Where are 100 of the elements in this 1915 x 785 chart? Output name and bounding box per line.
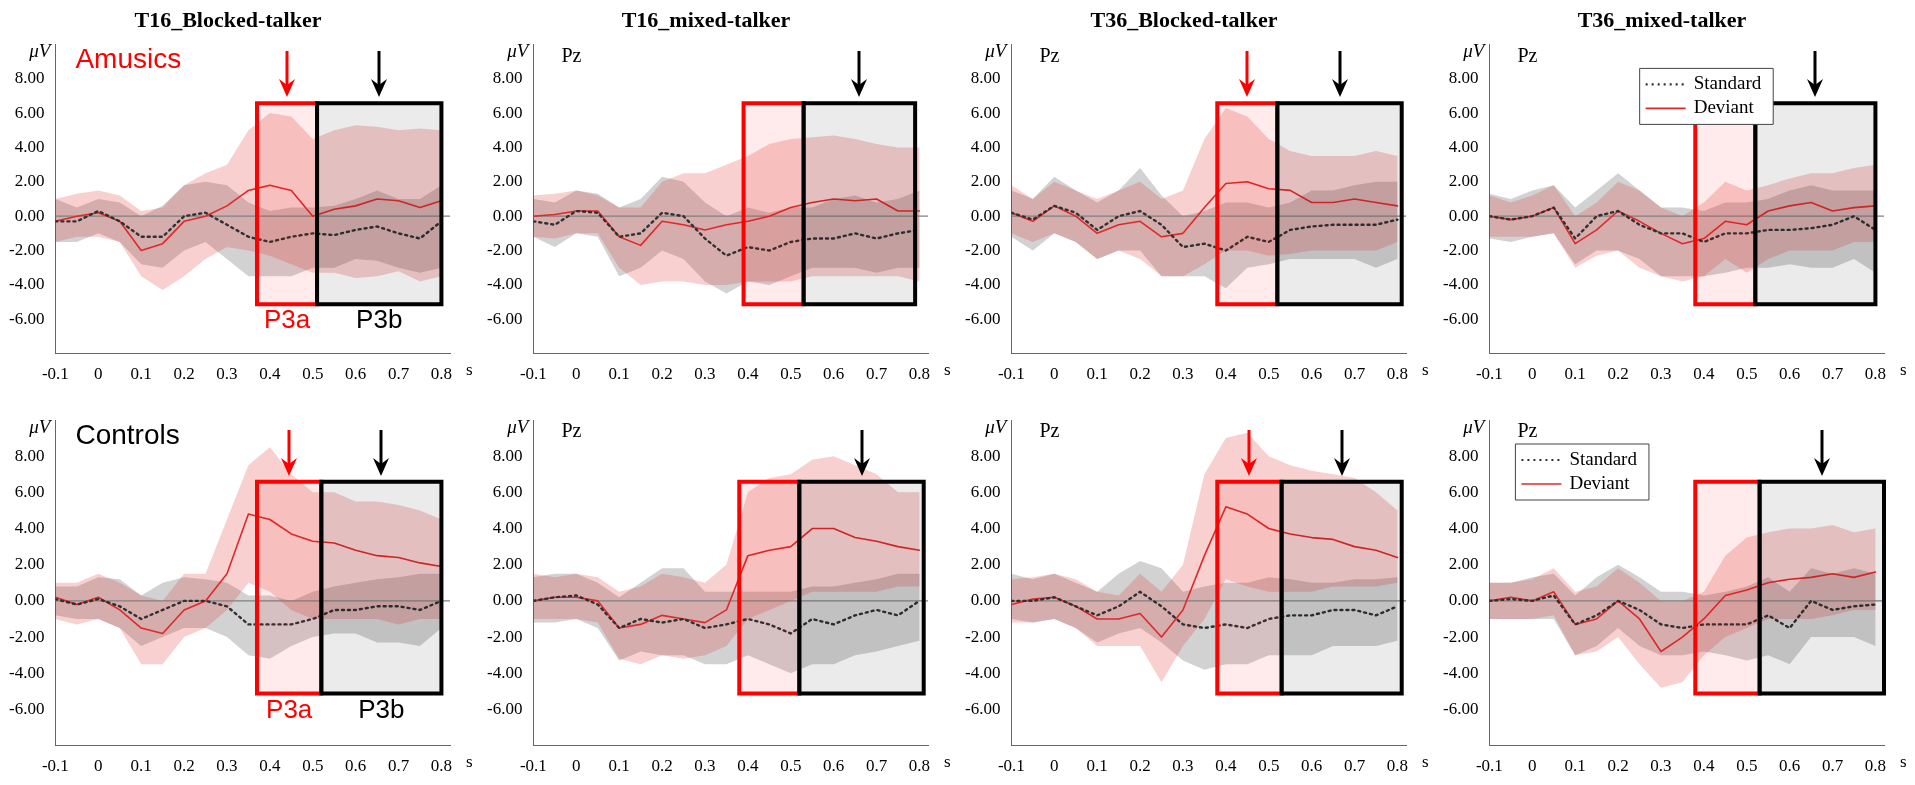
x-tick-label: 0.7 <box>387 756 410 776</box>
x-tick-label: 0.8 <box>1386 756 1409 776</box>
x-tick-label: -0.1 <box>997 364 1025 384</box>
y-tick-label: -2.00 <box>964 626 1001 646</box>
y-tick-label: 0.00 <box>1448 590 1479 610</box>
x-tick-label: 0.8 <box>430 364 453 384</box>
y-tick-label: -2.00 <box>1442 626 1479 646</box>
line-series <box>1011 204 1399 252</box>
y-tick-label: 2.00 <box>492 171 523 191</box>
y-tick-label: 6.00 <box>970 481 1001 501</box>
x-axis-title: s <box>466 751 473 771</box>
x-tick-label: 0.4 <box>259 756 281 776</box>
y-tick-label: -2.00 <box>8 240 45 259</box>
x-tick-label: 0.2 <box>173 364 195 384</box>
x-tick-label: 0.3 <box>1172 364 1194 384</box>
x-tick-label: 0.2 <box>651 756 673 776</box>
x-tick-label: 0.3 <box>694 364 716 384</box>
x-tick-label: 0.7 <box>1343 364 1366 384</box>
x-tick-label: 0 <box>1050 756 1059 776</box>
x-tick-label: 0.4 <box>1215 364 1237 384</box>
annotation: Pz <box>561 43 582 66</box>
y-tick-label: 4.00 <box>492 136 523 156</box>
y-tick-label: -4.00 <box>964 662 1001 682</box>
x-tick-label: 0.2 <box>1129 364 1151 384</box>
line-series <box>1489 594 1877 630</box>
y-tick-label: -4.00 <box>1442 662 1479 682</box>
y-tick-label: 8.00 <box>14 68 45 88</box>
band-label: P3b <box>358 693 405 724</box>
y-tick-label: -4.00 <box>486 662 523 682</box>
x-axis-title: s <box>944 751 951 771</box>
x-tick-label: 0.1 <box>130 756 152 776</box>
y-tick-label: -4.00 <box>964 274 1001 294</box>
x-tick-label: 0.6 <box>823 364 845 384</box>
x-tick-label: 0.3 <box>216 756 238 776</box>
chart-title: T16_mixed-talker <box>621 6 791 32</box>
x-tick-label: 0.7 <box>387 364 410 384</box>
y-tick-label: 8.00 <box>492 68 523 88</box>
y-axis-title: μV <box>1462 415 1487 437</box>
x-tick-label: 0.5 <box>780 756 802 776</box>
x-tick-label: 0.5 <box>780 364 802 384</box>
x-tick-label: 0.8 <box>430 756 453 776</box>
x-tick-label: 0.4 <box>1215 756 1237 776</box>
x-tick-label: 0.1 <box>130 364 152 384</box>
x-tick-label: 0.5 <box>1258 756 1280 776</box>
x-tick-label: 0.1 <box>1564 756 1586 776</box>
x-tick-label: 0.7 <box>865 756 888 776</box>
annotation: Pz <box>1039 419 1060 442</box>
y-tick-label: 4.00 <box>970 518 1001 537</box>
x-tick-label: 0.5 <box>1258 364 1280 384</box>
x-tick-label: 0.6 <box>1779 364 1801 384</box>
x-tick-label: 0.4 <box>1693 364 1715 384</box>
y-axis-title: μV <box>984 39 1009 61</box>
x-tick-label: 0.6 <box>345 756 367 776</box>
x-tick-label: 0 <box>572 364 581 384</box>
x-tick-label: -0.1 <box>1475 364 1503 384</box>
y-tick-label: 6.00 <box>1448 102 1479 122</box>
y-tick-label: 6.00 <box>492 102 523 122</box>
legend-label: Standard <box>1693 72 1762 94</box>
y-tick-label: 8.00 <box>1448 68 1479 88</box>
x-tick-label: 0.1 <box>1086 364 1108 384</box>
x-tick-label: 0.4 <box>737 756 759 776</box>
chart-title: T36_Blocked-talker <box>1090 6 1278 32</box>
y-tick-label: -6.00 <box>8 308 45 328</box>
x-tick-label: 0 <box>1050 364 1059 384</box>
y-tick-label: 4.00 <box>970 136 1001 156</box>
x-axis-title: s <box>1422 359 1429 379</box>
y-axis-title: μV <box>506 415 531 437</box>
x-tick-label: -0.1 <box>519 364 547 384</box>
legend-label: Standard <box>1569 447 1638 469</box>
annotation: Pz <box>1039 43 1060 66</box>
y-tick-label: 8.00 <box>492 445 523 465</box>
y-axis-title: μV <box>1462 39 1487 61</box>
y-tick-label: 6.00 <box>14 102 45 122</box>
y-tick-label: 2.00 <box>1448 554 1479 574</box>
x-tick-label: 0.7 <box>1821 756 1844 776</box>
x-tick-label: 0.2 <box>1607 364 1629 384</box>
x-tick-label: 0.7 <box>865 364 888 384</box>
y-tick-label: -6.00 <box>1442 698 1479 718</box>
x-tick-label: 0.4 <box>259 364 281 384</box>
y-tick-label: -6.00 <box>486 698 523 718</box>
y-tick-label: -6.00 <box>486 308 523 328</box>
band-label: P3b <box>356 304 403 335</box>
y-tick-label: -2.00 <box>964 240 1001 259</box>
x-tick-label: 0.6 <box>345 364 367 384</box>
y-tick-label: 2.00 <box>970 554 1001 574</box>
x-tick-label: -0.1 <box>1475 756 1503 776</box>
y-tick-label: -6.00 <box>8 698 45 718</box>
y-tick-label: -2.00 <box>486 240 523 259</box>
annotation: Pz <box>561 419 582 442</box>
x-tick-label: -0.1 <box>41 756 69 776</box>
legend-label: Deviant <box>1569 471 1631 493</box>
x-tick-label: 0.1 <box>608 756 630 776</box>
y-tick-label: -4.00 <box>486 274 523 294</box>
annotation: Amusics <box>75 43 182 75</box>
y-tick-label: 2.00 <box>970 171 1001 191</box>
x-tick-label: 0.1 <box>1086 756 1108 776</box>
x-tick-label: 0.8 <box>908 756 931 776</box>
y-tick-label: 6.00 <box>14 481 45 501</box>
x-tick-label: 0 <box>1528 364 1537 384</box>
x-axis-title: s <box>944 359 951 379</box>
